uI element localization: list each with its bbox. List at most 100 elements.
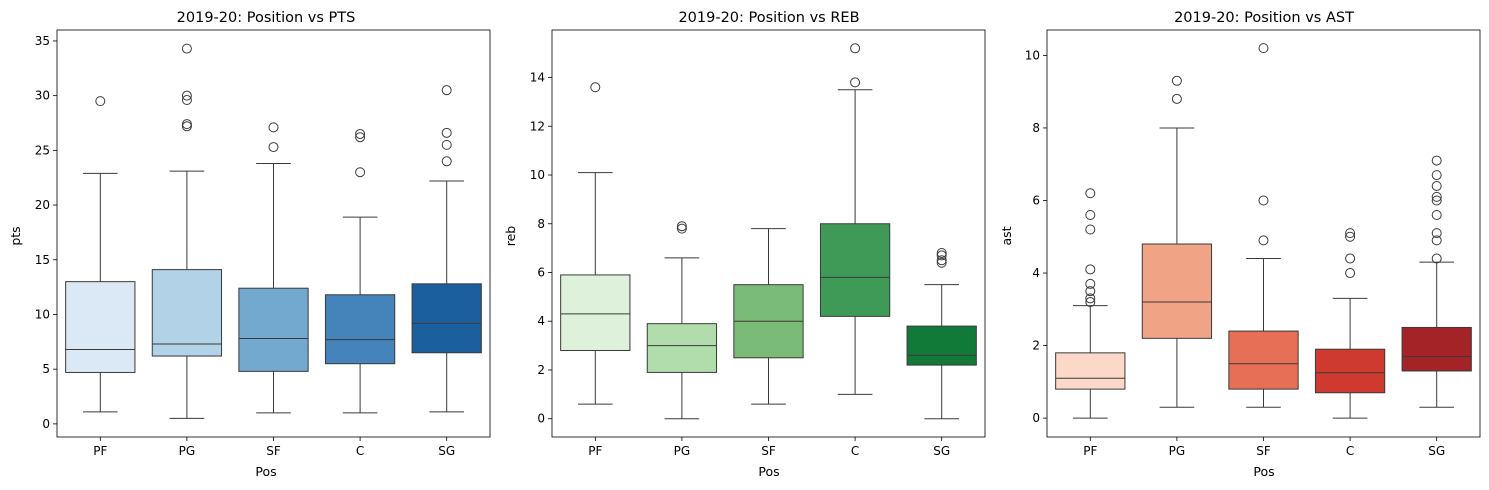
y-tick-label: 0 (1032, 411, 1040, 425)
outlier-point (1431, 195, 1442, 206)
panel-ast: 2019-20: Position vs AST Pos ast 0 2 4 6 8 10… (999, 10, 1481, 479)
box-SF (1228, 43, 1299, 408)
box-PF (1055, 188, 1126, 419)
axes-frame (56, 29, 491, 438)
box-body (1141, 243, 1213, 339)
box-body (646, 323, 718, 373)
outlier-point (181, 121, 192, 132)
x-tick-label: C (851, 444, 859, 458)
outlier-point (355, 132, 366, 143)
x-tick-label: C (1346, 444, 1354, 458)
outlier-point (1431, 191, 1442, 202)
outlier-point (355, 128, 366, 139)
x-tick-label: SF (1256, 444, 1271, 458)
y-tick-label: 2 (1032, 339, 1040, 353)
y-tick-label: 35 (35, 34, 50, 48)
box-SF (238, 122, 309, 414)
box-body (151, 269, 223, 357)
x-tick-label: PF (93, 444, 107, 458)
outlier-point (441, 85, 452, 96)
y-tick-label: 0 (537, 412, 545, 426)
y-tick-label: 10 (1025, 48, 1040, 62)
box-SG (906, 247, 977, 420)
box-body (1314, 348, 1386, 394)
outlier-point (1085, 264, 1096, 275)
box-C (1314, 228, 1386, 419)
x-tick-label: SG (933, 444, 950, 458)
y-tick-label: 10 (35, 307, 50, 321)
x-tick-label: PG (179, 444, 196, 458)
outlier-point (1345, 231, 1356, 242)
y-tick-label: 14 (530, 71, 545, 85)
outlier-point (1171, 75, 1182, 86)
outlier-point (936, 250, 947, 261)
outlier-point (1085, 297, 1096, 308)
box-PF (560, 82, 631, 405)
chart-title: 2019-20: Position vs REB (678, 10, 859, 26)
x-tick-label: PF (1083, 444, 1097, 458)
outlier-point (268, 122, 279, 133)
outlier-point (1258, 195, 1269, 206)
box-C (819, 43, 891, 395)
y-tick-label: 4 (1032, 266, 1040, 280)
y-tick-label: 10 (530, 168, 545, 182)
outlier-point (1258, 235, 1269, 246)
y-tick-label: 0 (42, 417, 50, 431)
box-SF (733, 228, 804, 405)
box-SG (1401, 155, 1472, 408)
outlier-point (181, 119, 192, 130)
outlier-point (1085, 188, 1096, 199)
outlier-point (936, 247, 947, 258)
box-body (1228, 330, 1299, 390)
y-axis-label: reb (503, 226, 518, 247)
box-PG (151, 43, 223, 419)
axes-frame (551, 29, 986, 438)
outlier-point (1345, 228, 1356, 239)
box-C (324, 128, 396, 414)
outlier-point (1345, 253, 1356, 264)
y-tick-label: 30 (35, 89, 50, 103)
y-tick-label: 15 (35, 253, 50, 267)
x-tick-label: C (356, 444, 364, 458)
outlier-point (181, 43, 192, 54)
x-axis-label: Pos (758, 464, 779, 479)
y-tick-label: 25 (35, 143, 50, 157)
chart-title: 2019-20: Position vs AST (1174, 10, 1354, 26)
x-tick-label: PG (674, 444, 691, 458)
outlier-point (676, 223, 687, 234)
box-body (411, 283, 482, 354)
outlier-point (936, 255, 947, 266)
y-axis-label: pts (8, 226, 23, 245)
box-body (560, 274, 631, 351)
outlier-point (1431, 253, 1442, 264)
box-PF (65, 96, 136, 413)
x-axis-label: Pos (255, 464, 276, 479)
outlier-point (1431, 235, 1442, 246)
x-tick-label: SF (761, 444, 776, 458)
outlier-point (1345, 268, 1356, 279)
x-tick-label: SG (438, 444, 455, 458)
y-tick-label: 2 (537, 363, 545, 377)
y-tick-label: 8 (537, 217, 545, 231)
outlier-point (355, 167, 366, 178)
box-PG (646, 221, 718, 420)
outlier-point (1431, 210, 1442, 220)
y-tick-label: 12 (530, 119, 545, 133)
box-body (65, 281, 136, 373)
y-tick-label: 5 (42, 362, 50, 376)
outlier-point (1431, 228, 1442, 239)
y-axis-label: ast (999, 226, 1014, 245)
outlier-point (441, 156, 452, 167)
chart-title: 2019-20: Position vs PTS (177, 10, 356, 26)
outlier-point (1431, 170, 1442, 181)
x-axis-label: Pos (1253, 464, 1274, 479)
box-PG (1141, 75, 1213, 408)
outlier-point (1085, 286, 1096, 297)
y-tick-label: 6 (1032, 193, 1040, 207)
outlier-point (441, 127, 452, 138)
outlier-point (1431, 155, 1442, 166)
x-tick-label: SF (266, 444, 281, 458)
outlier-point (1258, 43, 1269, 54)
outlier-point (850, 43, 861, 54)
